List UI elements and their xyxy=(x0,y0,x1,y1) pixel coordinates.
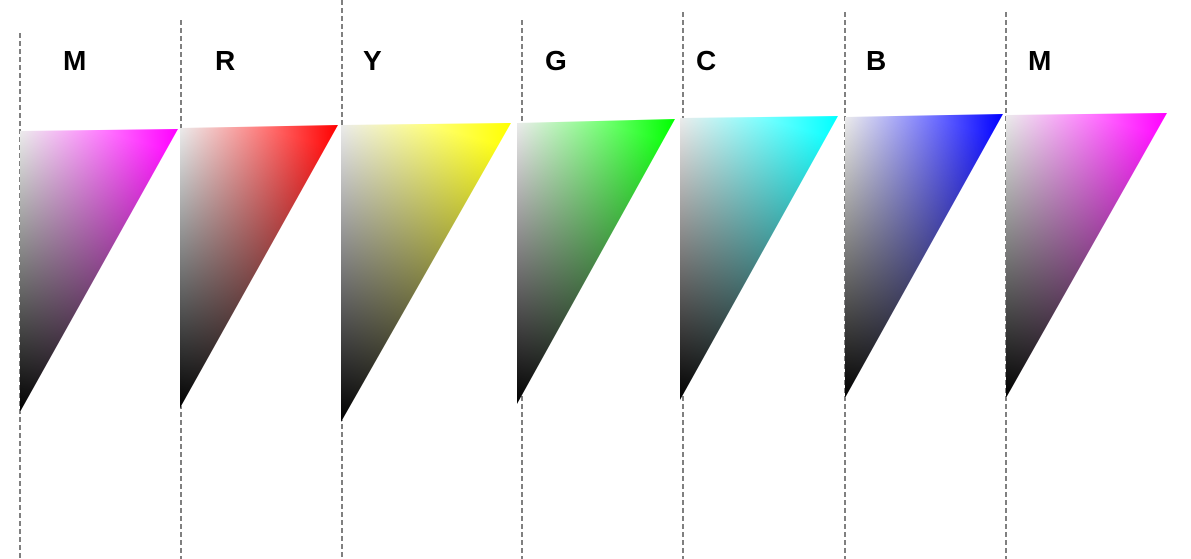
hue-label: R xyxy=(215,45,235,76)
triangle-shade-fill xyxy=(845,114,1003,398)
color-triangle-m xyxy=(20,129,178,412)
hue-label: M xyxy=(1028,45,1051,76)
color-triangle-r xyxy=(180,125,338,408)
triangle-shade-fill xyxy=(1006,113,1167,398)
hue-label: M xyxy=(63,45,86,76)
triangle-shade-fill xyxy=(680,116,838,400)
hue-label: B xyxy=(866,45,886,76)
hue-label: G xyxy=(545,45,567,76)
triangle-shade-fill xyxy=(341,123,511,422)
triangles xyxy=(20,113,1167,422)
triangle-shade-fill xyxy=(20,129,178,412)
color-triangle-g xyxy=(517,119,675,404)
hue-label: Y xyxy=(363,45,382,76)
color-triangle-y xyxy=(341,123,511,422)
hue-label: C xyxy=(696,45,716,76)
color-triangle-b xyxy=(845,114,1003,398)
color-triangle-c xyxy=(680,116,838,400)
color-triangle-m xyxy=(1006,113,1167,398)
triangle-shade-fill xyxy=(517,119,675,404)
triangle-shade-fill xyxy=(180,125,338,408)
